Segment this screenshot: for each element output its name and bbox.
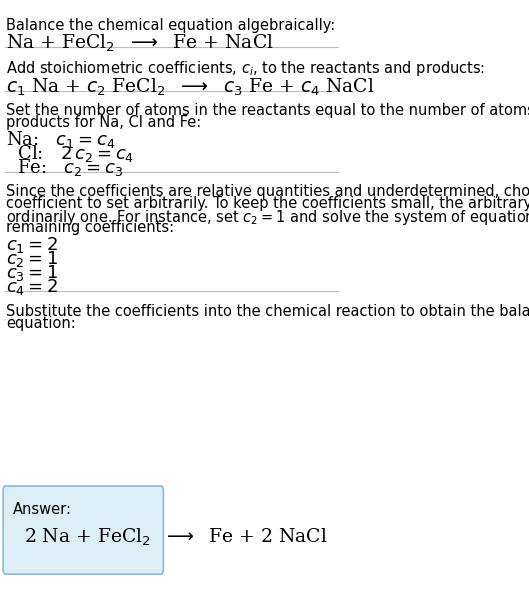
- Text: 2 Na + FeCl$_2$  $\longrightarrow$  Fe + 2 NaCl: 2 Na + FeCl$_2$ $\longrightarrow$ Fe + 2…: [23, 527, 327, 548]
- Text: Substitute the coefficients into the chemical reaction to obtain the balanced: Substitute the coefficients into the che…: [6, 304, 529, 319]
- Text: ordinarily one. For instance, set $c_2 = 1$ and solve the system of equations fo: ordinarily one. For instance, set $c_2 =…: [6, 208, 529, 227]
- Text: equation:: equation:: [6, 316, 76, 331]
- Text: Answer:: Answer:: [13, 501, 71, 517]
- FancyBboxPatch shape: [3, 486, 163, 574]
- Text: remaining coefficients:: remaining coefficients:: [6, 220, 174, 235]
- Text: $c_3 = 1$: $c_3 = 1$: [6, 263, 58, 283]
- Text: Since the coefficients are relative quantities and underdetermined, choose a: Since the coefficients are relative quan…: [6, 184, 529, 199]
- Text: Set the number of atoms in the reactants equal to the number of atoms in the: Set the number of atoms in the reactants…: [6, 103, 529, 118]
- Text: $c_2 = 1$: $c_2 = 1$: [6, 249, 58, 269]
- Text: Add stoichiometric coefficients, $c_i$, to the reactants and products:: Add stoichiometric coefficients, $c_i$, …: [6, 59, 485, 78]
- Text: coefficient to set arbitrarily. To keep the coefficients small, the arbitrary va: coefficient to set arbitrarily. To keep …: [6, 196, 529, 211]
- Text: Na:   $c_1 = c_4$: Na: $c_1 = c_4$: [6, 129, 115, 151]
- Text: Balance the chemical equation algebraically:: Balance the chemical equation algebraica…: [6, 18, 335, 33]
- Text: Fe:   $c_2 = c_3$: Fe: $c_2 = c_3$: [6, 157, 123, 178]
- Text: Cl:   $2\,c_2 = c_4$: Cl: $2\,c_2 = c_4$: [6, 143, 134, 164]
- Text: $c_4 = 2$: $c_4 = 2$: [6, 277, 58, 297]
- Text: $c_1 = 2$: $c_1 = 2$: [6, 236, 58, 255]
- Text: Na + FeCl$_2$  $\longrightarrow$  Fe + NaCl: Na + FeCl$_2$ $\longrightarrow$ Fe + NaC…: [6, 33, 273, 54]
- Text: $c_1$ Na + $c_2$ FeCl$_2$  $\longrightarrow$  $c_3$ Fe + $c_4$ NaCl: $c_1$ Na + $c_2$ FeCl$_2$ $\longrightarr…: [6, 76, 375, 98]
- Text: products for Na, Cl and Fe:: products for Na, Cl and Fe:: [6, 115, 201, 130]
